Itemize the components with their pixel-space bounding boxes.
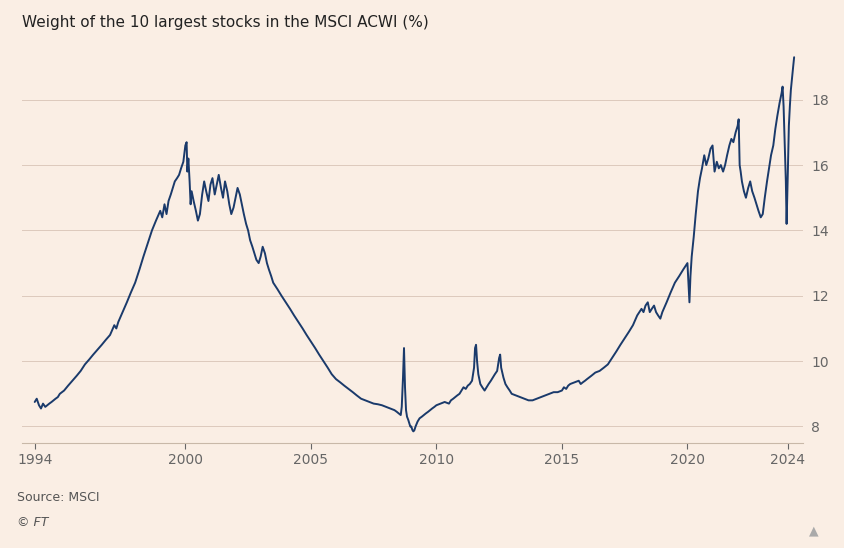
- Text: © FT: © FT: [17, 516, 48, 529]
- Text: Weight of the 10 largest stocks in the MSCI ACWI (%): Weight of the 10 largest stocks in the M…: [22, 15, 429, 30]
- Text: Source: MSCI: Source: MSCI: [17, 492, 100, 504]
- Text: ▲: ▲: [809, 524, 819, 537]
